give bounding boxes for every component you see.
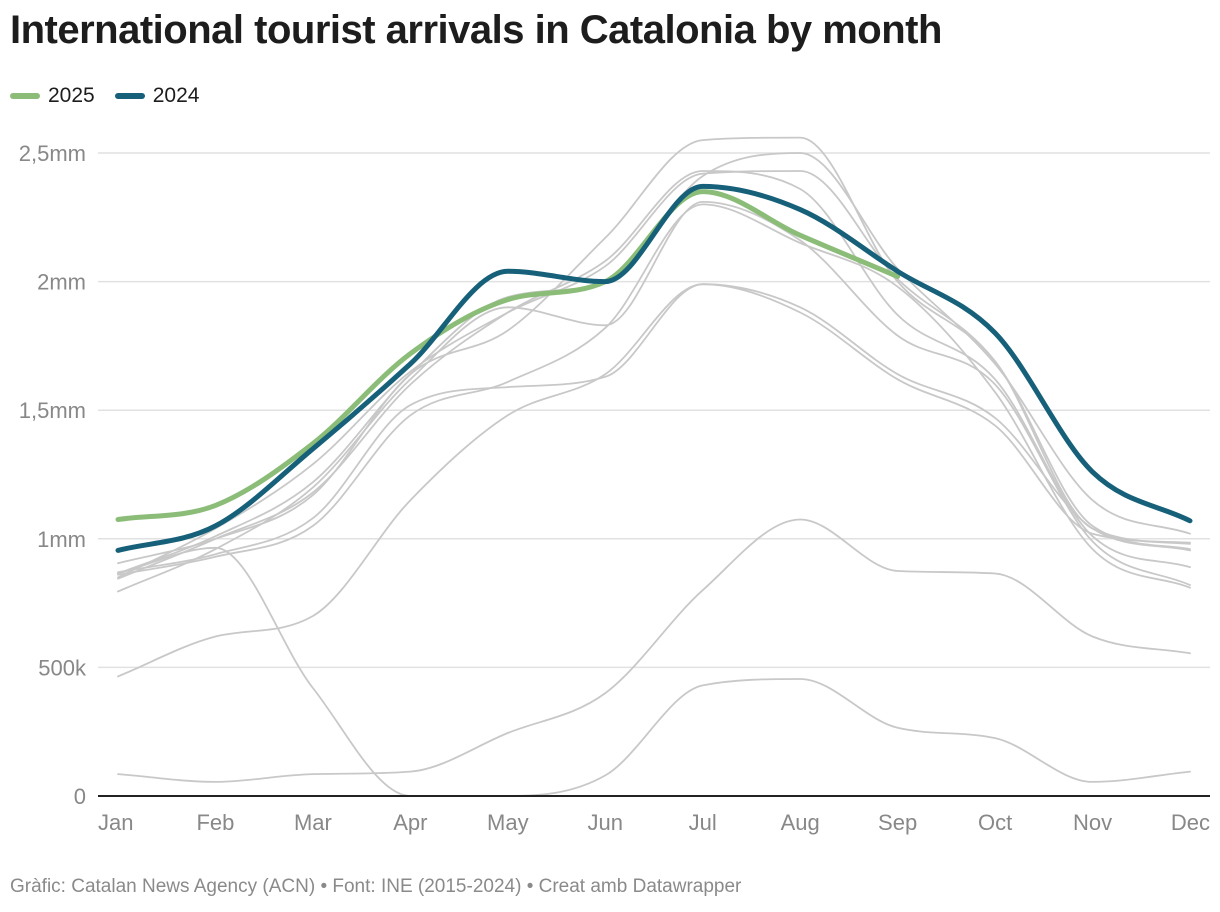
series-line-2024 bbox=[115, 183, 1193, 553]
background-series-line bbox=[117, 283, 1191, 574]
x-tick-label: Jul bbox=[689, 810, 717, 835]
background-series-line bbox=[117, 203, 1191, 589]
chart-title: International tourist arrivals in Catalo… bbox=[10, 8, 942, 52]
x-tick-label: May bbox=[487, 810, 529, 835]
x-tick-label: Jan bbox=[98, 810, 133, 835]
legend-swatch-2024 bbox=[114, 93, 145, 99]
y-tick-label: 2mm bbox=[37, 270, 86, 295]
x-tick-label: Oct bbox=[978, 810, 1012, 835]
y-tick-label: 2,5mm bbox=[19, 141, 86, 166]
highlight-series-lines bbox=[115, 183, 1193, 553]
x-tick-label: Mar bbox=[294, 810, 332, 835]
background-series-line bbox=[117, 283, 1191, 678]
x-tick-label: Dec bbox=[1171, 810, 1210, 835]
x-tick-label: Sep bbox=[878, 810, 917, 835]
x-tick-label: Nov bbox=[1073, 810, 1112, 835]
line-chart: 0 500k 1mm 1,5mm 2mm 2,5mm Jan Feb Mar Apr May Jun… bbox=[19, 136, 1210, 835]
legend: 2025 2024 bbox=[10, 84, 199, 108]
y-tick-label: 0 bbox=[74, 784, 86, 809]
legend-swatch-2025 bbox=[10, 93, 40, 99]
y-tick-label: 1,5mm bbox=[19, 398, 86, 423]
x-tick-label: Aug bbox=[781, 810, 820, 835]
y-tick-label: 500k bbox=[38, 655, 87, 680]
background-series-line bbox=[117, 170, 1191, 580]
source-footer: Gràfic: Catalan News Agency (ACN) • Font… bbox=[10, 876, 742, 897]
legend-item-2025: 2025 bbox=[10, 84, 95, 108]
background-series-line bbox=[117, 170, 1191, 579]
series-line-2025 bbox=[115, 189, 901, 522]
grid-lines bbox=[98, 152, 1210, 669]
background-series-line bbox=[117, 136, 1191, 565]
legend-label-2025: 2025 bbox=[48, 84, 95, 107]
background-series-line bbox=[117, 546, 1191, 797]
legend-label-2024: 2024 bbox=[152, 84, 200, 107]
x-tick-label: Jun bbox=[588, 810, 623, 835]
x-axis-tick-labels: Jan Feb Mar Apr May Jun Jul Aug Sep Oct Nov Dec bbox=[98, 810, 1210, 835]
background-series-line bbox=[117, 518, 1191, 783]
background-series-line bbox=[117, 201, 1191, 593]
y-tick-label: 1mm bbox=[37, 527, 86, 552]
x-tick-label: Apr bbox=[393, 810, 427, 835]
x-tick-label: Feb bbox=[196, 810, 234, 835]
legend-item-2024: 2024 bbox=[114, 84, 200, 108]
background-series-line bbox=[117, 152, 1191, 575]
y-axis-tick-labels: 0 500k 1mm 1,5mm 2mm 2,5mm bbox=[19, 141, 87, 809]
